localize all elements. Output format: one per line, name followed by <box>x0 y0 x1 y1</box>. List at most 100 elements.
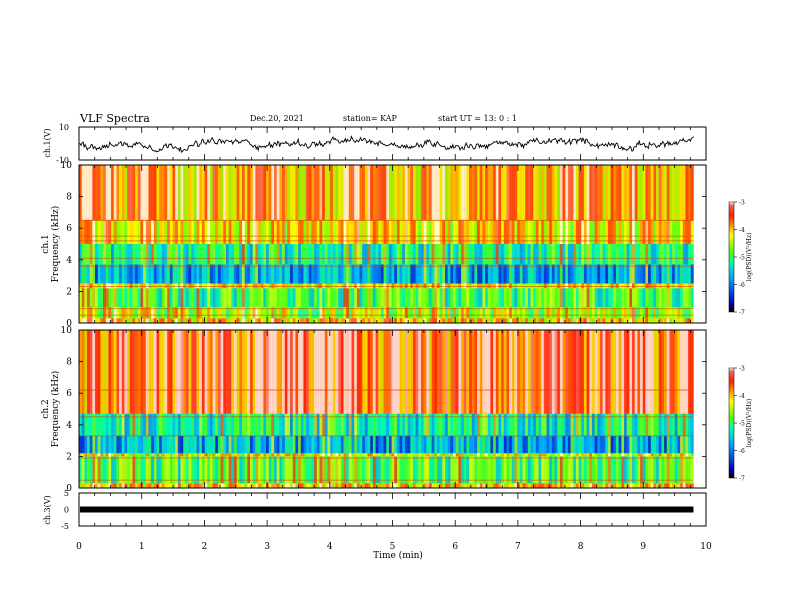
spectrogram-cell <box>439 413 443 436</box>
spectrogram-cell <box>287 220 291 244</box>
spectrogram-cell <box>415 307 419 319</box>
spectrogram-cell <box>97 318 101 323</box>
spectrogram-cell <box>404 435 408 454</box>
spectrogram-cell <box>583 483 587 488</box>
spectrogram-cell <box>92 283 96 289</box>
spectrogram-cell <box>271 453 275 457</box>
spectrogram-cell <box>156 435 160 454</box>
spectrogram-cell <box>645 453 649 457</box>
spectrogram-cell <box>295 413 299 436</box>
spectrogram-cell <box>501 288 505 308</box>
spectrogram-cell <box>383 456 387 484</box>
spectrogram-cell <box>276 220 280 244</box>
spectrogram-cell <box>418 318 422 323</box>
spectrogram-cell <box>380 456 384 484</box>
spectrogram-cell <box>201 453 205 457</box>
spectrogram-cell <box>343 318 347 323</box>
spectrogram-cell <box>167 318 171 323</box>
spectrogram-cell <box>111 330 115 414</box>
spectrogram-cell <box>116 318 120 323</box>
spectrogram-cell <box>319 318 323 323</box>
spectrogram-cell <box>581 288 585 308</box>
spectrogram-cell <box>103 283 107 289</box>
spectrogram-cell <box>535 165 539 221</box>
spectrogram-cell <box>495 283 499 289</box>
spectrogram-cell <box>338 283 342 289</box>
spectrogram-cell <box>314 220 318 244</box>
spectrogram-cell <box>300 453 304 457</box>
spectrogram-cell <box>450 220 454 244</box>
spectrogram-cell <box>530 456 534 484</box>
spectrogram-cell <box>132 288 136 308</box>
spectrogram-cell <box>656 483 660 488</box>
spectrogram-cell <box>298 288 302 308</box>
spectrogram-cell <box>220 165 224 221</box>
spectrogram-cell <box>201 165 205 221</box>
spectrogram-cell <box>132 283 136 289</box>
spectrogram-cell <box>527 330 531 414</box>
spectrogram-cell <box>501 435 505 454</box>
spectrogram-cell <box>111 165 115 221</box>
spectrogram-cell <box>664 264 668 284</box>
spectrogram-cell <box>167 483 171 488</box>
spectrogram-cell <box>137 483 141 488</box>
spectrogram-cell <box>209 318 213 323</box>
spectrogram-cell <box>461 456 465 484</box>
spectrogram-cell <box>420 413 424 436</box>
spectrogram-cell <box>455 413 459 436</box>
spectrogram-cell <box>335 283 339 289</box>
spectrogram-cell <box>367 288 371 308</box>
spectrogram-cell <box>236 288 240 308</box>
spectrogram-cell <box>591 244 595 265</box>
spectrogram-cell <box>551 483 555 488</box>
spectrogram-cell <box>573 318 577 323</box>
spectrogram-cell <box>354 220 358 244</box>
colorbar-tick-label: -7 <box>739 310 745 317</box>
spectrogram-cell <box>554 307 558 319</box>
ch1-colorbar <box>728 201 735 313</box>
spectrogram-cell <box>506 435 510 454</box>
spectrogram-cell <box>298 264 302 284</box>
spectrogram-cell <box>276 413 280 436</box>
spectrogram-cell <box>81 264 85 284</box>
spectrogram-cell <box>121 318 125 323</box>
spectrogram-cell <box>445 330 448 414</box>
spectrogram-cell <box>161 307 165 319</box>
spectrogram-cell <box>410 264 414 284</box>
spectrogram-cell <box>605 413 609 436</box>
spectrogram-cell <box>573 264 577 284</box>
spectrogram-cell <box>231 413 235 436</box>
spectrogram-cell <box>426 220 430 244</box>
spectrogram-cell <box>244 264 248 284</box>
spectrogram-cell <box>519 483 523 488</box>
spectrogram-cell <box>664 456 668 484</box>
spectrogram-cell <box>474 283 478 289</box>
spectrogram-cell <box>487 435 491 454</box>
spectrogram-cell <box>559 307 563 319</box>
spectrogram-cell <box>458 283 462 289</box>
spectrogram-cell <box>578 330 582 414</box>
spectrogram-cell <box>514 453 518 457</box>
spectrogram-cell <box>383 288 387 308</box>
spectrogram-cell <box>479 165 483 221</box>
spectrogram-cell <box>573 483 577 488</box>
spectrogram-cell <box>407 165 411 221</box>
spectrogram-cell <box>84 330 88 414</box>
spectrogram-cell <box>161 435 165 454</box>
x-tick-label: 3 <box>264 542 270 552</box>
spectrogram-cell <box>664 165 668 221</box>
spectrogram-cell <box>391 307 395 319</box>
spectrogram-cell <box>591 413 595 436</box>
spectrogram-cell <box>204 413 208 436</box>
spectrogram-cell <box>127 283 131 289</box>
spectrogram-cell <box>565 244 569 265</box>
spectrogram-cell <box>255 483 259 488</box>
spectrogram-cell <box>426 453 430 457</box>
spectrogram-cell <box>618 264 622 284</box>
spectrogram-cell <box>340 413 344 436</box>
spectrogram-cell <box>519 165 523 221</box>
spectrogram-cell <box>525 307 529 319</box>
y-tick-label: 10 <box>61 161 73 171</box>
spectrogram-cell <box>282 483 286 488</box>
spectrogram-cell <box>431 165 435 221</box>
